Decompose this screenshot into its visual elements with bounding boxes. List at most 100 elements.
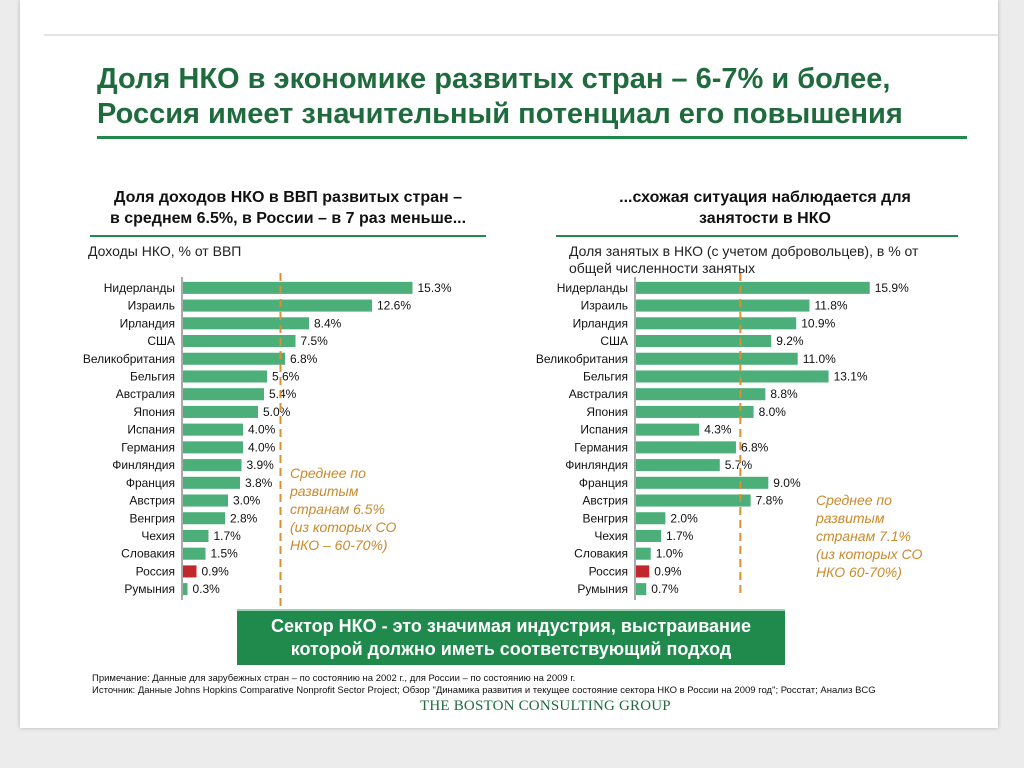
right-value-label: 8.0% xyxy=(759,405,787,419)
left-value-label: 6.8% xyxy=(290,352,318,366)
right-bar xyxy=(636,583,647,596)
left-value-label: 5.0% xyxy=(263,405,291,419)
left-category-label: Россия xyxy=(136,564,175,578)
left-bar xyxy=(183,529,209,542)
right-bar xyxy=(636,299,810,312)
footnote-note: Примечание: Данные для зарубежных стран … xyxy=(92,673,576,684)
right-value-label: 10.9% xyxy=(801,316,835,330)
left-value-label: 1.5% xyxy=(211,547,239,561)
left-category-label: Финляндия xyxy=(112,458,175,472)
left-avg-note-line-4: (из которых СО xyxy=(290,519,397,535)
right-category-label: Румыния xyxy=(577,582,628,596)
left-bar xyxy=(183,494,228,507)
right-value-label: 0.7% xyxy=(651,582,679,596)
right-category-label: Австрия xyxy=(582,494,628,508)
left-value-label: 4.0% xyxy=(248,423,276,437)
left-bar xyxy=(183,281,413,294)
left-value-label: 1.7% xyxy=(214,529,242,543)
right-bar xyxy=(636,281,870,294)
right-category-label: Франция xyxy=(579,476,628,490)
left-bar xyxy=(183,317,309,330)
right-panel-subtitle: Доля занятых в НКО (с учетом добровольце… xyxy=(569,243,918,277)
left-bar xyxy=(183,583,188,596)
right-value-label: 7.8% xyxy=(756,494,784,508)
left-bar xyxy=(183,547,206,560)
right-category-label: США xyxy=(600,334,628,348)
right-category-label: Израиль xyxy=(581,299,628,313)
left-category-label: Бельгия xyxy=(130,369,175,383)
right-subtitle-line-2: общей численности занятых xyxy=(569,260,756,276)
right-value-label: 11.0% xyxy=(803,352,836,366)
left-bar xyxy=(183,423,243,436)
right-value-label: 8.8% xyxy=(770,387,798,401)
right-bar xyxy=(636,317,797,330)
left-category-label: Испания xyxy=(127,423,175,437)
left-category-label: Япония xyxy=(133,405,175,419)
right-value-label: 15.9% xyxy=(875,281,909,295)
right-category-label: Австралия xyxy=(569,387,628,401)
right-bar xyxy=(636,512,666,525)
left-bar xyxy=(183,370,267,383)
right-avg-note-line-4: (из которых СО xyxy=(816,546,923,562)
right-bar xyxy=(636,547,651,560)
right-subtitle-line-1: Доля занятых в НКО (с учетом добровольце… xyxy=(569,243,919,259)
right-category-label: Бельгия xyxy=(583,369,628,383)
left-category-label: Ирландия xyxy=(120,316,175,330)
left-value-label: 12.6% xyxy=(377,299,411,313)
callout-line-2: которой должно иметь соответствующий под… xyxy=(290,639,732,659)
right-avg-note-line-3: странам 7.1% xyxy=(816,528,911,544)
left-value-label: 5.6% xyxy=(272,369,300,383)
left-value-label: 15.3% xyxy=(418,281,452,295)
right-category-label: Венгрия xyxy=(582,511,628,525)
left-bar xyxy=(183,512,225,525)
right-category-label: Германия xyxy=(574,440,628,454)
left-category-label: Венгрия xyxy=(129,511,175,525)
title-line-1: Доля НКО в экономике развитых стран – 6-… xyxy=(97,63,891,95)
right-avg-note-line-1: Среднее по xyxy=(816,492,892,508)
left-avg-note-line-2: развитым xyxy=(290,483,359,499)
right-value-label: 2.0% xyxy=(670,511,698,525)
right-bar xyxy=(636,476,769,489)
right-bar xyxy=(636,352,798,365)
right-heading-line-2: занятости в НКО xyxy=(699,210,831,227)
left-category-label: Нидерланды xyxy=(104,281,175,295)
title-divider xyxy=(97,136,967,139)
left-value-label: 4.0% xyxy=(248,440,276,454)
left-bar xyxy=(183,388,264,401)
left-category-label: США xyxy=(147,334,175,348)
right-value-label: 9.2% xyxy=(776,334,804,348)
right-value-label: 0.9% xyxy=(654,564,682,578)
left-category-label: Австрия xyxy=(129,494,175,508)
left-bar xyxy=(183,565,197,578)
left-bar xyxy=(183,299,372,312)
right-category-label: Нидерланды xyxy=(557,281,628,295)
right-category-label: Финляндия xyxy=(565,458,628,472)
right-value-label: 11.8% xyxy=(814,299,847,313)
right-avg-note-line-2: развитым xyxy=(816,510,885,526)
left-bar xyxy=(183,459,242,472)
left-category-label: Германия xyxy=(121,440,175,454)
right-value-label: 4.3% xyxy=(704,423,732,437)
page-title: Доля НКО в экономике развитых стран – 6-… xyxy=(97,62,957,132)
left-panel-heading: Доля доходов НКО в ВВП развитых стран – … xyxy=(88,187,488,229)
left-bar xyxy=(183,476,240,489)
right-category-label: Испания xyxy=(580,423,628,437)
left-bar xyxy=(183,335,296,348)
right-bar xyxy=(636,370,829,383)
right-value-label: 13.1% xyxy=(834,369,868,383)
right-bar xyxy=(636,529,661,542)
right-value-label: 5.7% xyxy=(725,458,753,472)
right-bar xyxy=(636,494,751,507)
right-category-label: Чехия xyxy=(594,529,628,543)
callout-line-1: Сектор НКО - это значимая индустрия, выс… xyxy=(271,616,751,636)
right-bar xyxy=(636,335,772,348)
right-bar xyxy=(636,565,650,578)
right-bar xyxy=(636,405,754,418)
key-message-callout: Сектор НКО - это значимая индустрия, выс… xyxy=(237,609,785,665)
left-avg-note-line-5: НКО – 60-70%) xyxy=(290,537,388,553)
left-value-label: 3.9% xyxy=(247,458,275,472)
right-panel-heading: ...схожая ситуация наблюдается для занят… xyxy=(570,187,960,229)
right-panel-divider xyxy=(556,235,958,237)
